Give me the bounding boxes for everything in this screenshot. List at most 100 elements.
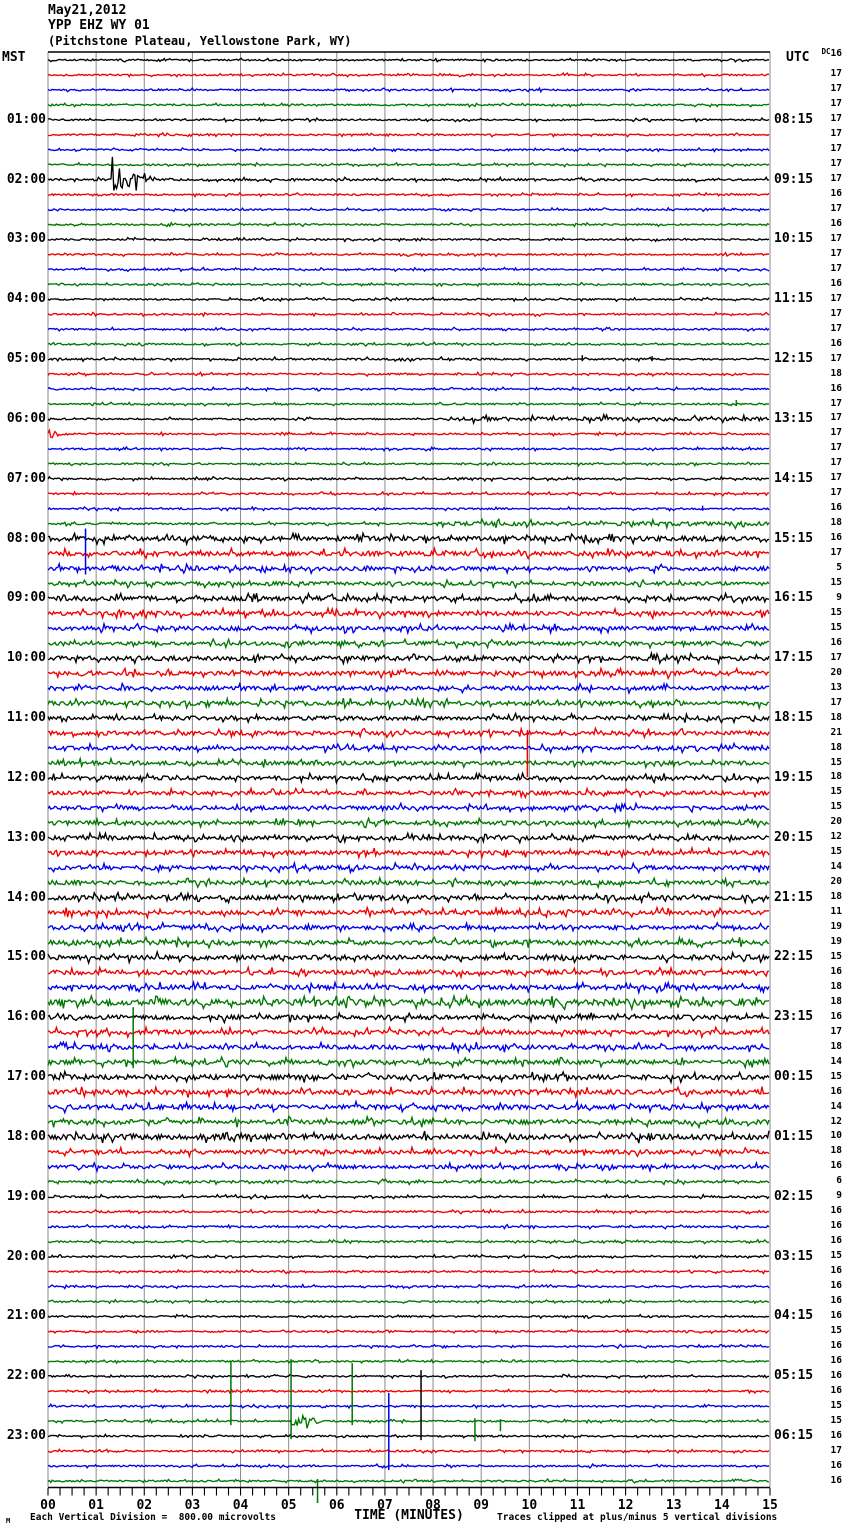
dc-offset-value: 16 xyxy=(830,277,842,289)
trace-row-59 xyxy=(47,920,769,935)
minute-tick-label: 00 xyxy=(40,1498,56,1513)
trace-row-16 xyxy=(47,281,770,288)
dc-offset-value: 18 xyxy=(830,711,842,723)
trace-row-9 xyxy=(47,156,770,191)
mst-time-label: 10:00 xyxy=(6,650,46,666)
trace-row-94 xyxy=(47,1448,770,1455)
trace-row-36 xyxy=(47,578,770,590)
dc-offset-value: 17 xyxy=(830,1444,842,1456)
trace-row-56 xyxy=(47,875,770,890)
trace-row-33 xyxy=(47,530,770,547)
mst-time-label: 13:00 xyxy=(6,829,46,845)
trace-row-86 xyxy=(47,1328,770,1335)
trace-row-24 xyxy=(48,401,770,407)
minute-tick-label: 04 xyxy=(233,1498,249,1513)
dc-offset-value: 17 xyxy=(830,83,842,95)
dc-offset-value: 16 xyxy=(830,218,842,230)
utc-time-label: 19:15 xyxy=(774,769,814,785)
dc-offset-value: 17 xyxy=(830,247,842,259)
mst-time-label: 19:00 xyxy=(6,1188,46,1204)
trace-row-92 xyxy=(47,1413,770,1429)
dc-offset-value: 17 xyxy=(830,292,842,304)
trace-row-43 xyxy=(47,681,770,696)
dc-offset-value: 16 xyxy=(830,1429,842,1441)
dc-offset-value: 15 xyxy=(830,756,842,768)
minute-tick-label: 13 xyxy=(666,1498,682,1513)
dc-offset-value: 9 xyxy=(836,1190,842,1202)
dc-offset-value: 20 xyxy=(830,816,842,828)
mst-time-label: 03:00 xyxy=(6,231,46,247)
trace-row-29 xyxy=(47,475,770,483)
trace-row-27 xyxy=(47,445,770,453)
minute-tick-label: 01 xyxy=(88,1498,104,1513)
mst-time-label: 09:00 xyxy=(6,590,46,606)
trace-row-28 xyxy=(47,461,770,468)
utc-time-label: 15:15 xyxy=(774,530,814,546)
x-axis-title: TIME (MINUTES) xyxy=(354,1508,464,1523)
dc-offset-value: 15 xyxy=(830,801,842,813)
trace-row-61 xyxy=(47,949,770,966)
dc-offset-value: 16 xyxy=(830,1010,842,1022)
dc-offset-value: 15 xyxy=(830,950,842,962)
trace-row-95 xyxy=(47,1462,770,1470)
dc-offset-value: 20 xyxy=(830,666,842,678)
trace-row-40 xyxy=(47,637,770,651)
trace-row-57 xyxy=(47,890,770,905)
minute-tick-label: 11 xyxy=(570,1498,586,1513)
dc-offset-value: 15 xyxy=(830,1250,842,1262)
trace-row-35 xyxy=(47,561,770,576)
dc-offset-value: 17 xyxy=(830,322,842,334)
dc-offset-value: 16 xyxy=(830,1280,842,1292)
dc-offset-value: 18 xyxy=(830,741,842,753)
utc-time-label: 17:15 xyxy=(774,650,814,666)
minute-tick-label: 06 xyxy=(329,1498,345,1513)
trace-row-78 xyxy=(47,1208,770,1215)
dc-offset-value: 16 xyxy=(830,1220,842,1232)
dc-offset-value: 15 xyxy=(830,1399,842,1411)
dc-offset-value: 20 xyxy=(830,876,842,888)
dc-offset-value: 16 xyxy=(830,1459,842,1471)
dc-offset-value: 16 xyxy=(830,1339,842,1351)
mst-time-label: 16:00 xyxy=(6,1009,46,1025)
trace-row-93 xyxy=(47,1433,770,1440)
dc-offset-value: 16 xyxy=(830,532,842,544)
trace-row-44 xyxy=(47,695,770,711)
dc-offset-value: 17 xyxy=(830,232,842,244)
mst-time-label: 06:00 xyxy=(6,410,46,426)
dc-offset-value: 17 xyxy=(830,158,842,170)
dc-offset-value: 10 xyxy=(830,1130,842,1142)
dc-offset-value: 16 xyxy=(830,382,842,394)
trace-row-54 xyxy=(47,845,770,860)
minute-tick-label: 07 xyxy=(377,1498,393,1513)
trace-row-87 xyxy=(47,1343,770,1350)
dc-offset-value: 17 xyxy=(830,547,842,559)
mst-time-label: 14:00 xyxy=(6,889,46,905)
trace-row-14 xyxy=(47,251,770,258)
trace-row-80 xyxy=(47,1238,770,1245)
trace-row-82 xyxy=(47,1268,769,1275)
dc-offset-value: 19 xyxy=(830,936,842,948)
dc-column-header: DC xyxy=(821,47,831,56)
minute-tick-label: 02 xyxy=(136,1498,152,1513)
trace-row-81 xyxy=(47,1253,770,1260)
trace-row-74 xyxy=(47,1144,770,1159)
mst-time-label: 21:00 xyxy=(6,1308,46,1324)
utc-time-label: 12:15 xyxy=(774,351,814,367)
mst-time-label: 07:00 xyxy=(6,470,46,486)
dc-offset-value: 18 xyxy=(830,891,842,903)
trace-row-11 xyxy=(47,206,770,213)
dc-offset-value: 17 xyxy=(830,427,842,439)
trace-row-76 xyxy=(47,1177,770,1186)
dc-offset-value: 17 xyxy=(830,1025,842,1037)
dc-offset-value: 17 xyxy=(830,203,842,215)
utc-time-label: 14:15 xyxy=(774,470,814,486)
seismic-traces xyxy=(47,57,770,1484)
trace-row-2 xyxy=(47,71,770,78)
dc-offset-value: 16 xyxy=(830,1265,842,1277)
title-date: May21,2012 xyxy=(48,3,127,18)
trace-row-47 xyxy=(47,741,770,755)
dc-offset-value: 15 xyxy=(830,1070,842,1082)
dc-offset-value: 17 xyxy=(830,113,842,125)
trace-row-72 xyxy=(47,1114,770,1130)
